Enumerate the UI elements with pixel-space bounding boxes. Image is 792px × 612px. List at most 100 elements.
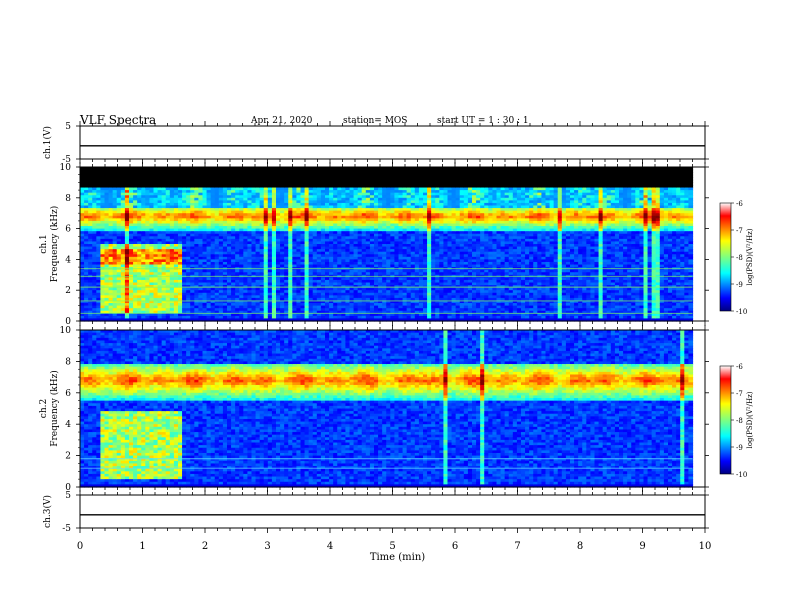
spec-cell — [100, 200, 106, 204]
spec-cell — [284, 208, 289, 212]
spec-cell — [112, 318, 118, 322]
spec-cell — [218, 318, 224, 322]
spec-cell — [276, 264, 281, 268]
spec-cell — [161, 261, 167, 266]
spec-cell — [104, 202, 110, 207]
spec-cell — [329, 190, 334, 194]
spec-cell — [263, 277, 269, 281]
spec-cell — [235, 282, 240, 286]
spec-cell — [231, 303, 236, 307]
spec-cell — [357, 238, 363, 243]
spec-cell — [251, 297, 257, 302]
spec-cell — [182, 236, 187, 240]
spec-cell — [227, 295, 232, 299]
spec-cell — [312, 190, 318, 194]
spec-cell — [149, 187, 155, 191]
spec-cell — [116, 259, 122, 263]
spec-cell — [124, 305, 130, 309]
spec-cell — [157, 244, 163, 248]
spec-cell — [100, 300, 106, 304]
spec-cell — [206, 169, 212, 173]
spec-cell — [329, 226, 334, 230]
spec-cell — [116, 297, 122, 302]
spec-cell — [263, 292, 269, 296]
spec-cell — [214, 282, 220, 286]
spec-cell — [145, 238, 151, 243]
spec-cell — [104, 279, 110, 284]
spec-cell — [325, 249, 330, 253]
spec-cell — [288, 172, 293, 176]
spec-cell — [108, 285, 114, 289]
spec-cell — [304, 256, 310, 260]
spec-cell — [210, 228, 216, 232]
spec-cell — [214, 187, 220, 191]
spec-cell — [104, 167, 110, 171]
spec-cell — [280, 182, 285, 186]
spec-cell — [235, 313, 240, 317]
spec-cell — [210, 172, 216, 176]
spec-cell — [251, 195, 257, 199]
spec-cell — [178, 195, 183, 199]
spec-cell — [190, 251, 195, 255]
spec-cell — [267, 187, 273, 191]
spec-cell — [129, 208, 134, 212]
spec-cell — [214, 279, 220, 284]
spec-cell — [112, 249, 118, 253]
spec-cell — [329, 269, 334, 273]
spec-cell — [296, 192, 302, 196]
spec-cell — [271, 269, 277, 273]
spec-cell — [218, 218, 224, 222]
spec-cell — [325, 290, 330, 294]
spec-cell — [288, 308, 293, 312]
spec-cell — [202, 213, 208, 217]
spec-cell — [84, 285, 89, 289]
spec-cell — [296, 190, 302, 194]
spec-cell — [124, 169, 130, 173]
spec-cell — [341, 228, 347, 232]
spec-cell — [96, 223, 102, 227]
spec-cell — [80, 233, 85, 237]
spec-cell — [259, 210, 265, 214]
spec-cell — [165, 244, 171, 248]
spec-cell — [304, 300, 310, 304]
spec-cell — [198, 210, 204, 214]
spec-cell — [243, 292, 249, 296]
spec-cell — [325, 300, 330, 304]
spec-cell — [178, 200, 183, 204]
spec-cell — [96, 297, 102, 302]
spec-cell — [96, 303, 102, 307]
spec-cell — [271, 292, 277, 296]
spec-cell — [243, 208, 249, 212]
spec-cell — [104, 190, 110, 194]
spec-cell — [325, 310, 330, 314]
spec-cell — [80, 259, 85, 263]
spec-cell — [80, 210, 85, 214]
spec-cell — [284, 195, 289, 199]
spec-cell — [161, 305, 167, 309]
spec-cell — [231, 310, 236, 314]
spec-cell — [80, 308, 85, 312]
spec-cell — [353, 233, 359, 237]
spec-cell — [173, 318, 179, 322]
spec-cell — [288, 223, 293, 227]
spec-cell — [243, 269, 249, 273]
spec-cell — [133, 285, 138, 289]
spec-cell — [312, 279, 318, 284]
spec-cell — [210, 179, 216, 183]
spec-cell — [198, 218, 204, 222]
spec-cell — [312, 297, 318, 302]
spec-cell — [120, 297, 126, 302]
spec-cell — [288, 318, 293, 322]
spec-cell — [255, 179, 261, 183]
spec-cell — [124, 223, 130, 227]
spec-cell — [194, 244, 200, 248]
spec-cell — [308, 282, 314, 286]
spec-cell — [284, 190, 289, 194]
spec-cell — [124, 251, 130, 255]
spec-cell — [300, 292, 306, 296]
spec-cell — [133, 261, 138, 266]
spec-cell — [206, 256, 212, 260]
spec-cell — [198, 213, 204, 217]
spec-cell — [173, 174, 179, 178]
spec-cell — [320, 256, 326, 260]
